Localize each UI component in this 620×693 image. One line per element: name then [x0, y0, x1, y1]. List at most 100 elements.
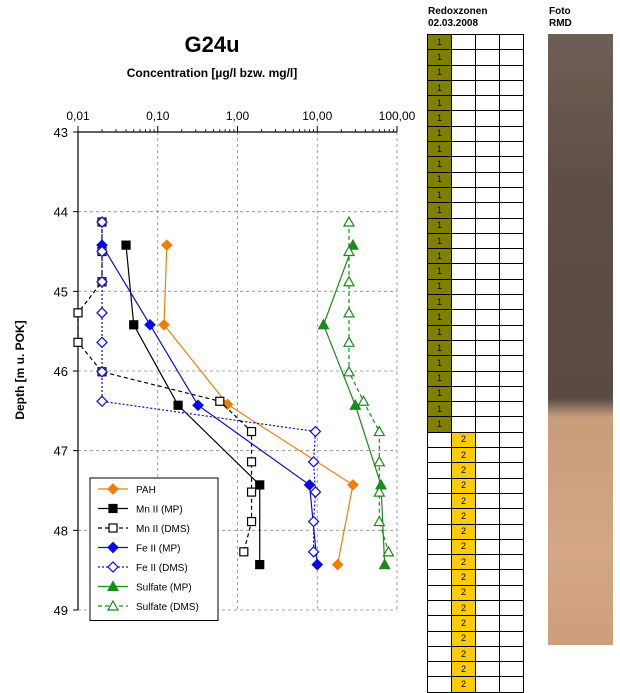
redox-cell-empty: [499, 186, 524, 204]
series-6-point: [357, 395, 370, 406]
redox-cell-empty: [475, 645, 500, 663]
series-4-point: [96, 395, 108, 408]
redox-cell-empty: [475, 248, 500, 265]
redox-cell-empty: [499, 324, 524, 341]
redox-row: 1: [427, 95, 524, 112]
redox-cell-zone1: 1: [427, 125, 452, 143]
redox-row: 1: [427, 171, 524, 188]
redox-row: 1: [427, 401, 524, 418]
redox-cell-empty: [427, 645, 452, 663]
core-photo-dark-section: [548, 34, 613, 408]
redox-cell-empty: [499, 33, 524, 51]
series-1-point: [121, 240, 131, 250]
legend-label: PAH: [136, 485, 156, 496]
redox-cell-zone1: 1: [427, 355, 452, 372]
redox-cell-empty: [475, 339, 500, 357]
redox-cell-empty: [475, 523, 500, 540]
y-tick-label: 46: [54, 364, 68, 379]
redox-cell-empty: [475, 676, 500, 693]
series-0-point: [158, 318, 170, 331]
redox-cell-zone1: 1: [427, 64, 452, 81]
legend-label: Sulfate (DMS): [136, 602, 199, 613]
legend-label: Mn II (MP): [136, 505, 183, 516]
redox-cell-empty: [499, 141, 524, 158]
redox-row: 2: [427, 508, 524, 525]
redox-cell-empty: [475, 156, 500, 173]
redox-cell-empty: [427, 523, 452, 540]
redox-row: 1: [427, 186, 524, 204]
redox-cell-zone1: 1: [427, 156, 452, 173]
redox-cell-zone1: 1: [427, 217, 452, 234]
redox-cell-empty: [451, 278, 476, 296]
redox-cell-empty: [451, 79, 476, 97]
redox-row: 1: [427, 324, 524, 341]
x-tick-label: 1,00: [226, 109, 250, 123]
series-2-point: [246, 516, 257, 527]
redox-cell-empty: [451, 110, 476, 127]
redox-cell-zone2: 2: [451, 538, 476, 556]
redox-cell-empty: [475, 416, 500, 433]
series-4-point: [307, 545, 320, 558]
redox-cell-empty: [499, 661, 524, 678]
redox-row: 2: [427, 477, 524, 494]
series-4-point: [96, 365, 108, 378]
redox-cell-empty: [475, 278, 500, 296]
series-1-point: [173, 400, 183, 410]
legend-label: Fe II (MP): [136, 544, 180, 555]
redox-cell-empty: [451, 202, 476, 219]
series-6-point: [342, 306, 356, 318]
redox-cell-empty: [499, 125, 524, 143]
redox-cell-empty: [475, 324, 500, 341]
redox-cell-empty: [499, 676, 524, 693]
series-4-point: [96, 245, 108, 258]
redox-cell-zone2: 2: [451, 508, 476, 525]
redox-row: 1: [427, 416, 524, 433]
series-5-point: [346, 238, 359, 250]
y-tick-label: 48: [54, 523, 68, 538]
redox-cell-empty: [451, 416, 476, 433]
redox-cell-empty: [499, 492, 524, 510]
redox-cell-empty: [499, 630, 524, 647]
redox-cell-empty: [475, 110, 500, 127]
redox-cell-empty: [427, 462, 452, 479]
series-2-point: [246, 426, 257, 437]
redox-cell-zone1: 1: [427, 33, 452, 51]
series-5-point: [349, 399, 362, 410]
core-photo-light-section: [548, 418, 613, 645]
redox-cell-empty: [475, 202, 500, 219]
legend: PAH Mn II (MP) Mn II (DMS) Fe II (MP) Fe II …: [89, 477, 219, 621]
series-2-point: [73, 337, 83, 347]
redox-cell-empty: [475, 263, 500, 280]
redox-cell-zone1: 1: [427, 263, 452, 280]
redox-cell-zone2: 2: [451, 477, 476, 494]
redox-cell-empty: [475, 79, 500, 97]
x-tick-label: 10,00: [302, 109, 332, 123]
redox-row: 2: [427, 645, 524, 663]
core-photo-transition: [548, 398, 613, 418]
series-0-point: [331, 558, 344, 571]
redox-cell-empty: [499, 385, 524, 403]
series-4-point: [309, 486, 322, 498]
legend-label: Sulfate (MP): [136, 583, 192, 594]
redox-row: 1: [427, 64, 524, 81]
redox-cell-zone1: 1: [427, 248, 452, 265]
series-2-point: [73, 308, 83, 318]
redox-cell-empty: [499, 355, 524, 372]
redox-cell-empty: [427, 554, 452, 571]
redox-cell-empty: [499, 232, 524, 250]
redox-cell-empty: [427, 492, 452, 510]
redox-cell-empty: [475, 217, 500, 234]
redox-cell-zone2: 2: [451, 615, 476, 632]
series-4-point: [309, 425, 322, 438]
redox-cell-empty: [499, 599, 524, 617]
redox-cell-zone2: 2: [451, 492, 476, 510]
series-6-point: [373, 425, 386, 437]
redox-cell-empty: [475, 355, 500, 372]
redox-cell-empty: [499, 462, 524, 479]
redox-cell-empty: [475, 569, 500, 586]
chart: G24u Concentration [µg/l bzw. mg/l] Dept…: [13, 32, 415, 621]
redox-cell-empty: [499, 202, 524, 219]
redox-cell-zone1: 1: [427, 202, 452, 219]
redox-row: 2: [427, 492, 524, 510]
